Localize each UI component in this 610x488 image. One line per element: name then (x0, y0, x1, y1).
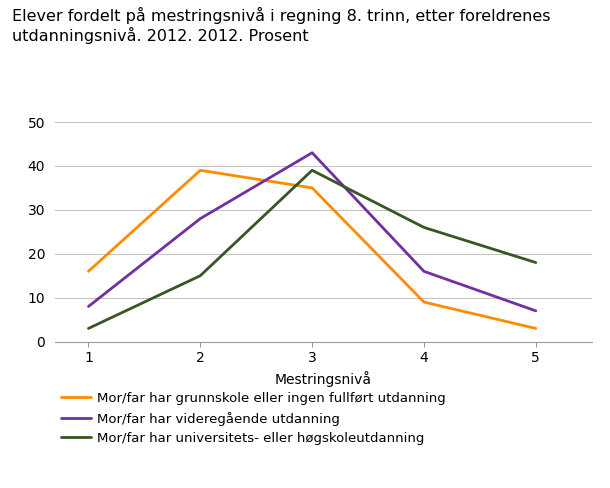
Mor/far har videregående utdanning (196, 216, 204, 222)
Text: Elever fordelt på mestringsnivå i regning 8. trinn, etter foreldrenes
utdannings: Elever fordelt på mestringsnivå i regnin… (12, 7, 551, 44)
Mor/far har videregående utdanning (85, 304, 92, 309)
Mor/far har videregående utdanning (532, 308, 539, 314)
Line: Mor/far har universitets- eller høgskoleutdanning: Mor/far har universitets- eller høgskole… (88, 170, 536, 328)
Mor/far har universitets- eller høgskoleutdanning (309, 167, 316, 173)
Mor/far har universitets- eller høgskoleutdanning (420, 224, 428, 230)
Line: Mor/far har videregående utdanning: Mor/far har videregående utdanning (88, 153, 536, 311)
Mor/far har grunnskole eller ingen fullført utdanning (532, 325, 539, 331)
Line: Mor/far har grunnskole eller ingen fullført utdanning: Mor/far har grunnskole eller ingen fullf… (88, 170, 536, 328)
X-axis label: Mestringsnivå: Mestringsnivå (274, 371, 372, 387)
Legend: Mor/far har grunnskole eller ingen fullført utdanning, Mor/far har videregående : Mor/far har grunnskole eller ingen fullf… (62, 392, 446, 445)
Mor/far har grunnskole eller ingen fullført utdanning (85, 268, 92, 274)
Mor/far har grunnskole eller ingen fullført utdanning (309, 185, 316, 191)
Mor/far har universitets- eller høgskoleutdanning (85, 325, 92, 331)
Mor/far har universitets- eller høgskoleutdanning (196, 273, 204, 279)
Mor/far har videregående utdanning (420, 268, 428, 274)
Mor/far har universitets- eller høgskoleutdanning (532, 260, 539, 265)
Mor/far har grunnskole eller ingen fullført utdanning (420, 299, 428, 305)
Mor/far har videregående utdanning (309, 150, 316, 156)
Mor/far har grunnskole eller ingen fullført utdanning (196, 167, 204, 173)
